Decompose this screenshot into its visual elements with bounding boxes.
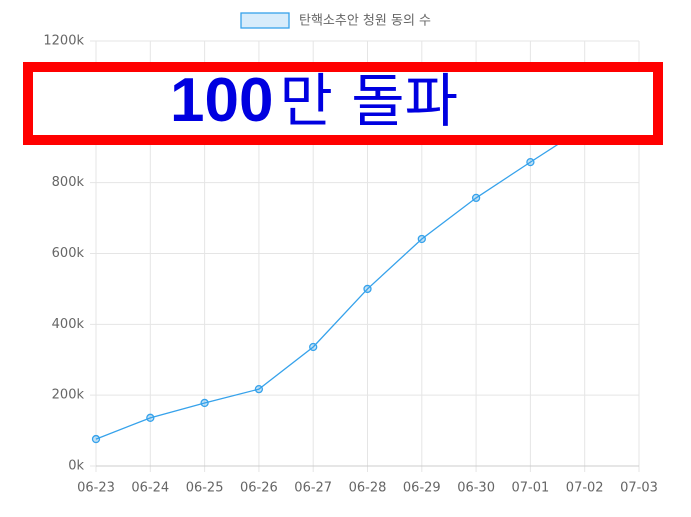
- x-tick-label: 06-28: [349, 481, 387, 496]
- y-tick-label: 800k: [52, 175, 85, 190]
- x-tick-label: 06-24: [131, 481, 169, 496]
- y-tick-label: 400k: [52, 317, 85, 332]
- x-tick-label: 07-02: [566, 481, 604, 496]
- data-point: [254, 384, 264, 394]
- data-point: [526, 157, 535, 167]
- x-tick-label: 06-23: [77, 481, 115, 496]
- annotation-number: 100: [170, 66, 273, 135]
- y-tick-label: 0k: [68, 459, 84, 474]
- legend-label: 탄핵소추안 청원 동의 수: [299, 14, 431, 29]
- y-tick-label: 600k: [52, 246, 85, 261]
- annotation: 100 만 돌파: [170, 66, 458, 135]
- data-point: [417, 234, 426, 244]
- x-tick-label: 07-01: [512, 481, 550, 496]
- x-tick-label: 06-27: [294, 481, 332, 496]
- series-line: [95, 92, 640, 440]
- data-point: [146, 413, 155, 422]
- x-tick-label: 06-30: [457, 481, 495, 496]
- y-tick-label: 1200k: [43, 34, 84, 49]
- data-point: [200, 398, 209, 408]
- data-point: [471, 193, 481, 203]
- data-point: [363, 284, 372, 294]
- data-point: [91, 434, 101, 444]
- legend-swatch: [240, 12, 290, 29]
- y-tick-label: 200k: [52, 388, 85, 403]
- data-point: [309, 342, 318, 352]
- annotation-box: [23, 62, 663, 145]
- x-tick-label: 07-03: [620, 481, 658, 496]
- x-tick-label: 06-26: [240, 481, 278, 496]
- x-tick-label: 06-25: [186, 481, 224, 496]
- annotation-text: 만 돌파: [279, 67, 458, 135]
- x-tick-label: 06-29: [403, 481, 441, 496]
